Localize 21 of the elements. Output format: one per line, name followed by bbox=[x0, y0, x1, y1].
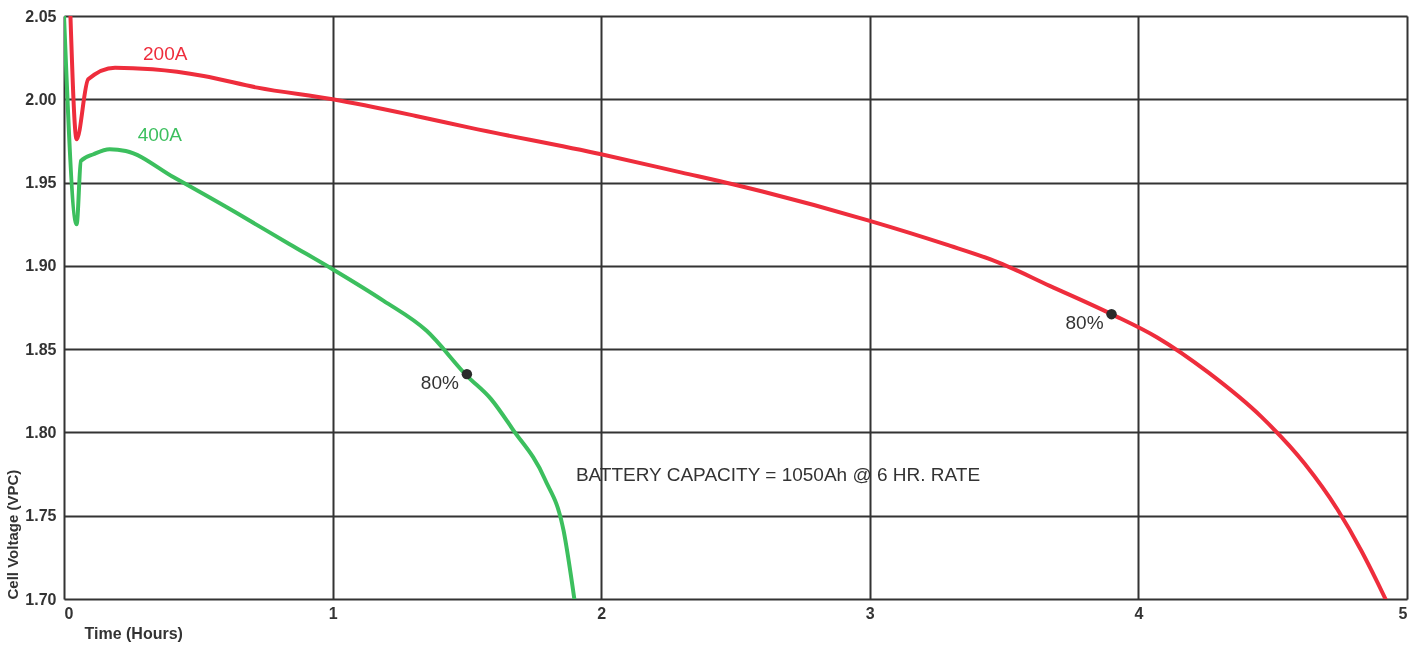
y-tick-label: 1.95 bbox=[25, 174, 57, 192]
y-tick-label: 2.05 bbox=[25, 7, 57, 25]
x-tick-label: 0 bbox=[64, 604, 74, 622]
y-tick-label: 1.75 bbox=[25, 507, 57, 525]
y-tick-label: 1.90 bbox=[25, 257, 57, 275]
series-label: 400A bbox=[137, 124, 183, 146]
x-axis-title: Time (Hours) bbox=[84, 624, 183, 642]
x-tick-label: 2 bbox=[597, 604, 607, 622]
x-tick-label: 4 bbox=[1134, 604, 1144, 622]
x-tick-label: 1 bbox=[328, 604, 338, 622]
y-tick-label: 1.80 bbox=[25, 423, 57, 441]
annotation: 80% bbox=[420, 372, 459, 394]
y-tick-label: 1.85 bbox=[25, 340, 57, 358]
y-tick-label: 1.70 bbox=[25, 590, 57, 608]
x-tick-label: 5 bbox=[1398, 604, 1408, 622]
x-tick-label: 3 bbox=[865, 604, 875, 622]
y-tick-label: 2.00 bbox=[25, 90, 57, 108]
line-series bbox=[68, 16, 1388, 599]
series-label: 200A bbox=[143, 42, 188, 64]
y-axis-title: Cell Voltage (VPC) bbox=[4, 469, 22, 600]
annotation: 80% bbox=[1065, 312, 1104, 334]
